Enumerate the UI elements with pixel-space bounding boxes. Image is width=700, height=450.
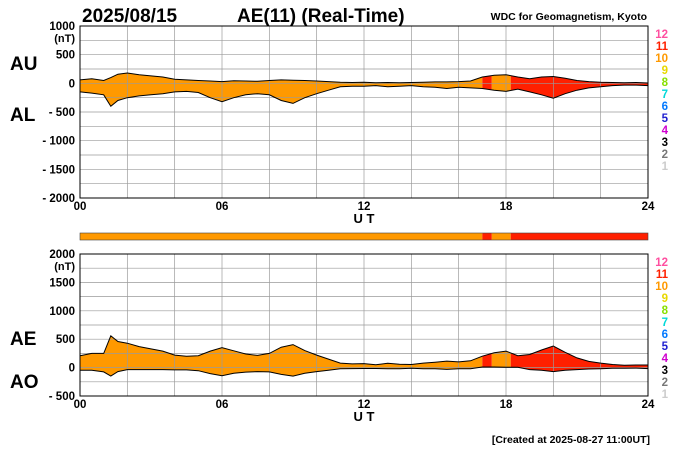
legend-count-11: 11	[656, 41, 669, 53]
y-tick-label: 1500	[49, 277, 75, 289]
y-tick-label: - 1500	[42, 164, 75, 176]
ao-label: AO	[10, 372, 39, 393]
station-bar-segment	[482, 233, 492, 240]
legend-count-8: 8	[662, 77, 669, 89]
legend-count-7: 7	[662, 89, 668, 101]
station-bar-frame	[79, 232, 649, 241]
y-tick-label: 2000	[49, 249, 75, 261]
x-tick-label: 12	[358, 399, 371, 411]
legend-count-12: 12	[655, 257, 668, 269]
legend-count-5: 5	[662, 341, 669, 353]
area-fill-segment	[482, 335, 492, 377]
legend-count-10: 10	[655, 281, 668, 293]
x-tick-label: 12	[358, 201, 371, 213]
chart-title: AE(11) (Real-Time)	[237, 6, 405, 27]
station-bar-segment	[80, 233, 483, 240]
x-axis-label: U T	[354, 409, 375, 424]
plot-frame	[79, 25, 649, 199]
legend-count-1: 1	[662, 161, 669, 173]
y-tick-label: 0	[69, 363, 75, 375]
x-tick-label: 18	[500, 399, 513, 411]
y-tick-label: 500	[56, 334, 75, 346]
chart-date: 2025/08/15	[82, 6, 178, 27]
x-tick-label: 24	[642, 399, 655, 411]
legend-count-9: 9	[662, 65, 668, 77]
ae-label: AE	[10, 329, 36, 350]
station-bar-segment	[510, 233, 648, 240]
x-tick-label: 24	[642, 201, 655, 213]
legend-count-3: 3	[662, 137, 668, 149]
x-axis-label: U T	[354, 211, 375, 226]
x-tick-label: 06	[216, 399, 229, 411]
x-tick-label: 00	[74, 399, 87, 411]
series-line-ae	[79, 334, 648, 366]
legend-count-4: 4	[662, 353, 669, 365]
y-tick-label: 0	[69, 78, 75, 90]
x-tick-label: 00	[74, 201, 87, 213]
plot-frame	[79, 253, 649, 397]
legend-count-2: 2	[662, 377, 668, 389]
legend-count-8: 8	[662, 305, 669, 317]
legend-count-2: 2	[662, 149, 668, 161]
legend-count-6: 6	[662, 101, 668, 113]
legend-count-12: 12	[655, 29, 668, 41]
legend-count-7: 7	[662, 317, 668, 329]
al-label: AL	[10, 105, 36, 126]
y-tick-label: - 2000	[42, 193, 75, 205]
series-line-al	[79, 84, 649, 108]
y-tick-label: - 1000	[42, 136, 75, 148]
series-line-au	[79, 72, 649, 84]
y-tick-label: - 500	[49, 391, 75, 403]
y-tick-label: 1000	[49, 306, 75, 318]
created-timestamp: [Created at 2025-08-27 11:00UT]	[492, 434, 650, 446]
legend-count-1: 1	[662, 389, 669, 401]
legend-count-10: 10	[655, 53, 668, 65]
legend-count-4: 4	[662, 125, 669, 137]
y-tick-label: 500	[56, 50, 75, 62]
series-line-ao	[80, 366, 649, 377]
legend-count-5: 5	[662, 113, 669, 125]
legend-count-11: 11	[656, 269, 669, 281]
station-bar-segment	[491, 233, 511, 240]
au-label: AU	[10, 54, 37, 75]
y-tick-label: 1000	[49, 21, 75, 33]
y-tick-label: - 500	[49, 107, 75, 119]
legend-count-3: 3	[662, 365, 668, 377]
y-axis-unit: (nT)	[54, 261, 75, 273]
x-tick-label: 18	[500, 201, 513, 213]
chart-source: WDC for Geomagnetism, Kyoto	[491, 11, 647, 23]
y-axis-unit: (nT)	[54, 33, 75, 45]
x-tick-label: 06	[216, 201, 229, 213]
legend-count-6: 6	[662, 329, 668, 341]
legend-count-9: 9	[662, 293, 668, 305]
